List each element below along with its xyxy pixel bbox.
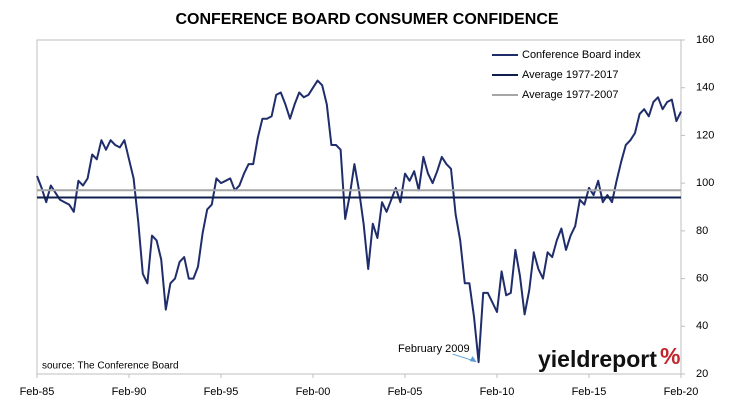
x-tick-label: Feb-20 [664, 386, 699, 398]
x-tick-label: Feb-95 [204, 386, 239, 398]
x-tick-label: Feb-90 [112, 386, 147, 398]
x-tick-label: Feb-15 [572, 386, 607, 398]
y-tick-label: 160 [696, 34, 714, 46]
y-tick-label: 140 [696, 82, 714, 94]
y-tick-label: 120 [696, 129, 714, 141]
plot-frame [36, 39, 682, 375]
arrow-head [469, 356, 477, 363]
y-tick-label: 40 [696, 320, 708, 332]
y-tick-label: 60 [696, 272, 708, 284]
y-tick-label: 20 [696, 368, 708, 380]
annotation: February 2009 [398, 343, 470, 355]
legend-label: Conference Board index [522, 49, 641, 61]
legend-label: Average 1977-2007 [522, 89, 618, 101]
source-note: source: The Conference Board [42, 361, 179, 372]
chart-title: CONFERENCE BOARD CONSUMER CONFIDENCE [175, 11, 558, 28]
legend-label: Average 1977-2017 [522, 69, 618, 81]
logo: yieldreport [538, 346, 657, 372]
x-tick-label: Feb-10 [480, 386, 515, 398]
x-tick-label: Feb-85 [20, 386, 55, 398]
x-tick-label: Feb-05 [388, 386, 423, 398]
index-line [36, 79, 682, 364]
logo-symbol: % [660, 343, 680, 369]
x-tick-label: Feb-00 [296, 386, 331, 398]
y-tick-label: 80 [696, 225, 708, 237]
y-tick-label: 100 [696, 177, 714, 189]
